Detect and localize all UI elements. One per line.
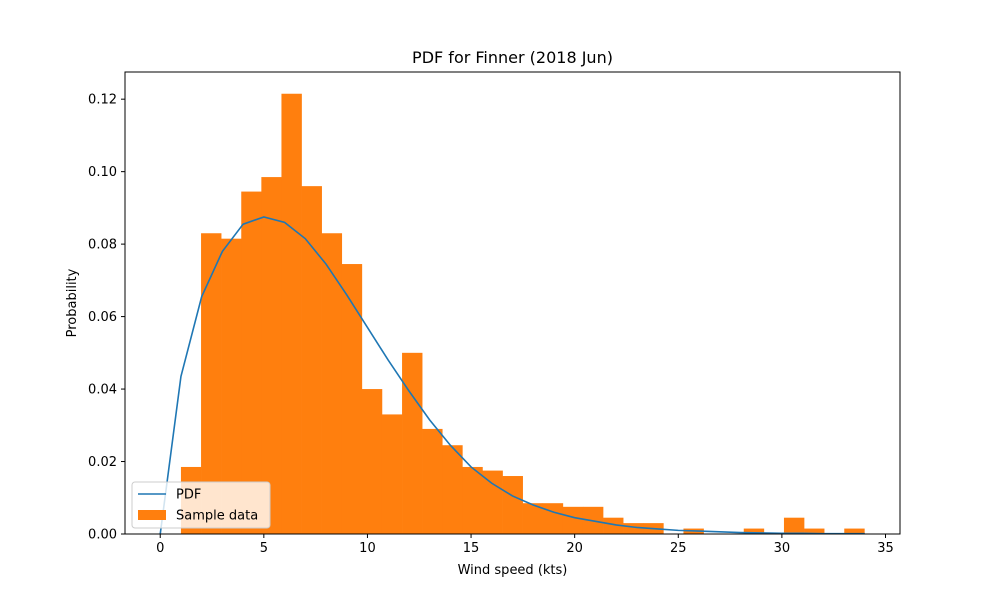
bar xyxy=(844,528,865,534)
bar xyxy=(482,470,503,534)
y-tick-label: 0.12 xyxy=(88,93,117,108)
histogram-bars xyxy=(180,93,865,535)
pdf-series xyxy=(159,216,865,535)
x-axis: 0 5 10 15 20 25 30 35 xyxy=(156,534,894,556)
bar xyxy=(804,528,825,534)
y-axis: 0.00 0.02 0.04 0.06 0.08 0.10 0.12 xyxy=(88,93,125,543)
bar xyxy=(422,428,443,534)
bar xyxy=(261,177,282,535)
x-axis-label: Wind speed (kts) xyxy=(458,563,568,578)
legend-sample-swatch xyxy=(138,510,166,520)
bar xyxy=(542,503,564,534)
pdf-line xyxy=(159,216,865,535)
bar xyxy=(321,233,343,534)
legend: PDF Sample data xyxy=(131,481,271,529)
y-tick-label: 0.02 xyxy=(88,455,117,470)
y-tick-label: 0.08 xyxy=(88,238,117,253)
bar xyxy=(603,517,624,534)
bar xyxy=(783,517,805,534)
bar xyxy=(402,352,423,534)
bar xyxy=(462,466,483,534)
chart-title: PDF for Finner (2018 Jun) xyxy=(412,48,613,67)
bar xyxy=(221,238,242,534)
legend-box xyxy=(131,481,271,529)
bar xyxy=(623,523,644,534)
bar xyxy=(281,93,302,534)
y-tick-label: 0.04 xyxy=(88,383,117,398)
x-tick-label: 20 xyxy=(566,541,583,556)
x-tick-label: 10 xyxy=(359,541,376,556)
legend-pdf-label: PDF xyxy=(176,488,201,503)
bar xyxy=(341,264,363,534)
bar xyxy=(301,186,322,534)
legend-sample-label: Sample data xyxy=(176,509,258,524)
x-tick-label: 25 xyxy=(670,541,687,556)
bar xyxy=(241,191,262,534)
bar xyxy=(381,414,403,534)
bar xyxy=(522,503,544,534)
y-tick-label: 0.10 xyxy=(88,165,117,180)
y-tick-label: 0.06 xyxy=(88,310,117,325)
bar xyxy=(562,506,584,534)
x-tick-label: 5 xyxy=(260,541,268,556)
x-tick-label: 30 xyxy=(774,541,791,556)
bar xyxy=(743,528,765,534)
x-tick-label: 15 xyxy=(463,541,480,556)
bar xyxy=(361,389,383,534)
bar xyxy=(442,445,463,534)
y-axis-label: Probability xyxy=(65,268,80,337)
x-tick-label: 35 xyxy=(877,541,894,556)
x-tick-label: 0 xyxy=(156,541,164,556)
bar xyxy=(201,233,222,534)
bar xyxy=(502,476,523,534)
y-tick-label: 0.00 xyxy=(88,528,117,543)
plot-frame xyxy=(124,71,901,535)
